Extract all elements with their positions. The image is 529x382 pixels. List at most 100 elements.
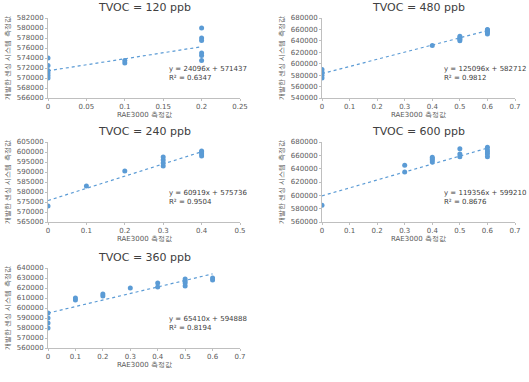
svg-text:0.2: 0.2 [372, 227, 383, 235]
svg-text:610000: 610000 [17, 294, 44, 302]
svg-text:개발한 센싱 시스템 측정값: 개발한 센싱 시스템 측정값 [4, 266, 12, 350]
svg-text:600000: 600000 [17, 148, 44, 156]
svg-text:0.3: 0.3 [399, 103, 410, 111]
svg-text:600000: 600000 [291, 60, 318, 68]
svg-text:560000: 560000 [291, 218, 318, 226]
svg-text:RAE3000 측정값: RAE3000 측정값 [117, 235, 172, 243]
svg-text:RAE3000 측정값: RAE3000 측정값 [391, 235, 446, 243]
svg-text:TVOC = 120 ppb: TVOC = 120 ppb [98, 1, 191, 14]
svg-text:y = 60919x + 575736: y = 60919x + 575736 [169, 189, 247, 197]
svg-text:576000: 576000 [17, 44, 44, 52]
svg-text:RAE3000 측정값: RAE3000 측정값 [391, 111, 446, 119]
svg-text:580000: 580000 [17, 324, 44, 332]
svg-text:0.2: 0.2 [97, 353, 108, 361]
svg-text:568000: 568000 [17, 84, 44, 92]
svg-text:590000: 590000 [17, 168, 44, 176]
svg-text:660000: 660000 [291, 152, 318, 160]
svg-text:620000: 620000 [17, 284, 44, 292]
svg-text:575000: 575000 [17, 198, 44, 206]
svg-text:0.6: 0.6 [482, 227, 494, 235]
svg-text:0.4: 0.4 [427, 103, 439, 111]
svg-text:0.4: 0.4 [427, 227, 439, 235]
svg-text:580000: 580000 [17, 188, 44, 196]
svg-text:TVOC = 360 ppb: TVOC = 360 ppb [98, 251, 191, 264]
svg-text:600000: 600000 [291, 192, 318, 200]
svg-text:R² = 0.8194: R² = 0.8194 [169, 324, 212, 332]
svg-text:RAE3000 측정값: RAE3000 측정값 [117, 111, 172, 119]
svg-text:595000: 595000 [17, 158, 44, 166]
svg-text:0.2: 0.2 [372, 103, 383, 111]
svg-text:620000: 620000 [291, 49, 318, 57]
svg-text:개발한 센싱 시스템 측정값: 개발한 센싱 시스템 측정값 [278, 140, 286, 224]
svg-text:0.2: 0.2 [196, 103, 207, 111]
svg-text:580000: 580000 [291, 72, 318, 80]
svg-text:0.1: 0.1 [119, 103, 130, 111]
svg-text:566000: 566000 [17, 94, 44, 102]
svg-text:0.1: 0.1 [344, 103, 355, 111]
svg-text:605000: 605000 [17, 138, 44, 146]
svg-text:0: 0 [46, 103, 50, 111]
svg-text:y = 24096x + 571437: y = 24096x + 571437 [169, 65, 247, 73]
svg-text:580000: 580000 [17, 24, 44, 32]
svg-text:개발한 센싱 시스템 측정값: 개발한 센싱 시스템 측정값 [278, 16, 286, 100]
svg-text:570000: 570000 [17, 208, 44, 216]
svg-text:574000: 574000 [17, 54, 44, 62]
svg-text:0.7: 0.7 [234, 353, 245, 361]
svg-text:590000: 590000 [17, 314, 44, 322]
svg-text:0.3: 0.3 [125, 353, 136, 361]
svg-text:630000: 630000 [17, 274, 44, 282]
svg-text:0.6: 0.6 [207, 353, 219, 361]
svg-text:R² = 0.6347: R² = 0.6347 [169, 74, 211, 82]
svg-text:개발한 센싱 시스템 측정값: 개발한 센싱 시스템 측정값 [4, 140, 12, 224]
svg-text:0: 0 [46, 227, 50, 235]
svg-text:0: 0 [46, 353, 50, 361]
svg-text:0.05: 0.05 [79, 103, 95, 111]
svg-text:0.7: 0.7 [509, 227, 520, 235]
svg-text:개발한 센싱 시스템 측정값: 개발한 센싱 시스템 측정값 [4, 16, 12, 100]
svg-text:0.15: 0.15 [155, 103, 171, 111]
svg-text:620000: 620000 [291, 178, 318, 186]
svg-text:0.2: 0.2 [119, 227, 130, 235]
svg-text:660000: 660000 [291, 26, 318, 34]
svg-text:570000: 570000 [17, 74, 44, 82]
svg-text:578000: 578000 [17, 34, 44, 42]
svg-text:0.7: 0.7 [509, 103, 520, 111]
svg-text:0.6: 0.6 [482, 103, 494, 111]
svg-text:TVOC = 240 ppb: TVOC = 240 ppb [98, 125, 191, 138]
svg-text:TVOC = 600 ppb: TVOC = 600 ppb [372, 125, 465, 138]
svg-text:680000: 680000 [291, 138, 318, 146]
svg-text:560000: 560000 [291, 83, 318, 91]
svg-text:0: 0 [320, 227, 324, 235]
svg-text:R² = 0.9504: R² = 0.9504 [169, 198, 212, 206]
svg-text:572000: 572000 [17, 64, 44, 72]
svg-text:0.3: 0.3 [399, 227, 410, 235]
svg-text:y = 65410x + 594888: y = 65410x + 594888 [169, 315, 247, 323]
svg-text:0.5: 0.5 [454, 227, 465, 235]
svg-text:R² = 0.9812: R² = 0.9812 [444, 74, 486, 82]
svg-text:y = 125096x + 582712: y = 125096x + 582712 [444, 65, 526, 73]
svg-text:560000: 560000 [17, 344, 44, 352]
svg-text:TVOC = 480 ppb: TVOC = 480 ppb [372, 1, 465, 14]
svg-text:0.5: 0.5 [454, 103, 465, 111]
svg-text:585000: 585000 [17, 178, 44, 186]
svg-text:0: 0 [320, 103, 324, 111]
svg-text:0.4: 0.4 [196, 227, 208, 235]
svg-text:570000: 570000 [17, 334, 44, 342]
svg-text:580000: 580000 [291, 205, 318, 213]
svg-text:y = 119356x + 599210: y = 119356x + 599210 [444, 189, 526, 197]
svg-text:640000: 640000 [291, 37, 318, 45]
svg-text:640000: 640000 [291, 165, 318, 173]
svg-text:0.5: 0.5 [234, 227, 245, 235]
svg-text:0.1: 0.1 [344, 227, 355, 235]
svg-text:RAE3000 측정값: RAE3000 측정값 [117, 361, 172, 369]
svg-text:0.4: 0.4 [152, 353, 164, 361]
svg-text:600000: 600000 [17, 304, 44, 312]
svg-text:0.3: 0.3 [158, 227, 169, 235]
svg-text:680000: 680000 [291, 14, 318, 22]
svg-text:R² = 0.8676: R² = 0.8676 [444, 198, 487, 206]
svg-text:0.1: 0.1 [81, 227, 92, 235]
svg-text:540000: 540000 [291, 94, 318, 102]
svg-text:0.1: 0.1 [70, 353, 81, 361]
svg-text:565000: 565000 [17, 218, 44, 226]
svg-text:582000: 582000 [17, 14, 44, 22]
